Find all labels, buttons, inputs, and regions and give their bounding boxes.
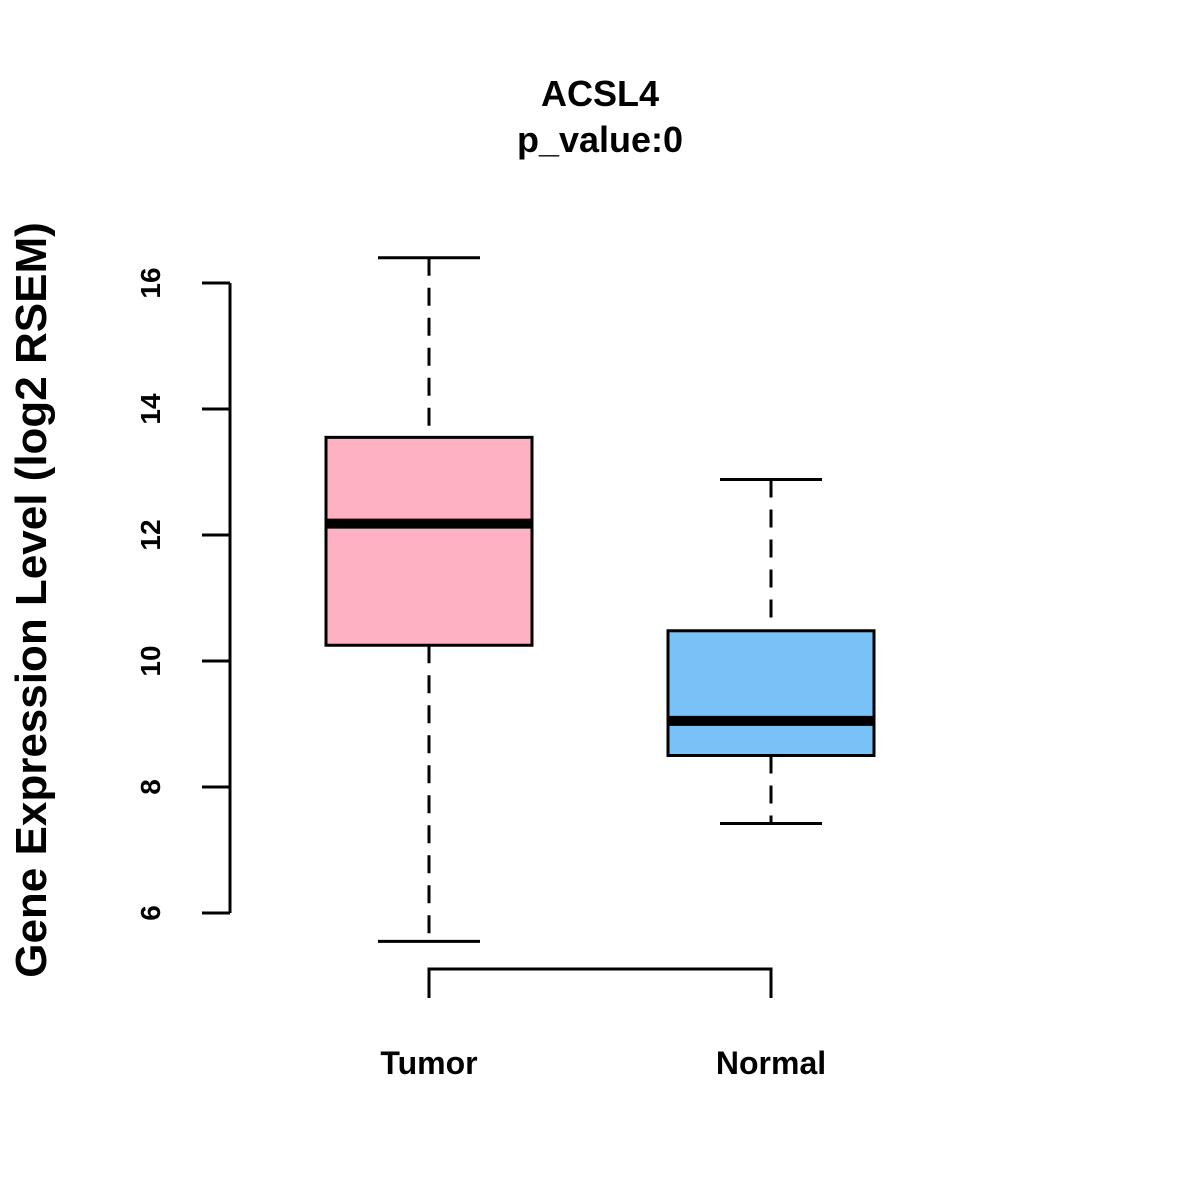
iqr-box-normal (666, 629, 876, 758)
y-tick-label-16: 16 (135, 267, 166, 298)
y-tick-label-14: 14 (135, 393, 166, 425)
box-tumor (324, 256, 534, 943)
chart-subtitle: p_value:0 (517, 119, 683, 160)
y-axis: 6 8 10 12 14 16 (135, 267, 232, 921)
x-axis-labels: Tumor Normal (380, 1045, 826, 1081)
y-axis-label: Gene Expression Level (log2 RSEM) (7, 222, 56, 978)
y-tick-label-6: 6 (135, 905, 166, 921)
y-tick-label-8: 8 (135, 779, 166, 795)
comparison-bracket (427, 967, 773, 998)
y-tick-label-10: 10 (135, 645, 166, 676)
chart-title: ACSL4 (541, 73, 659, 114)
x-label-normal: Normal (716, 1045, 826, 1081)
box-normal (666, 478, 876, 826)
x-label-tumor: Tumor (380, 1045, 477, 1081)
y-tick-label-12: 12 (135, 519, 166, 550)
boxes-group (324, 256, 876, 943)
iqr-box-tumor (324, 435, 534, 647)
bracket-line (427, 967, 773, 998)
